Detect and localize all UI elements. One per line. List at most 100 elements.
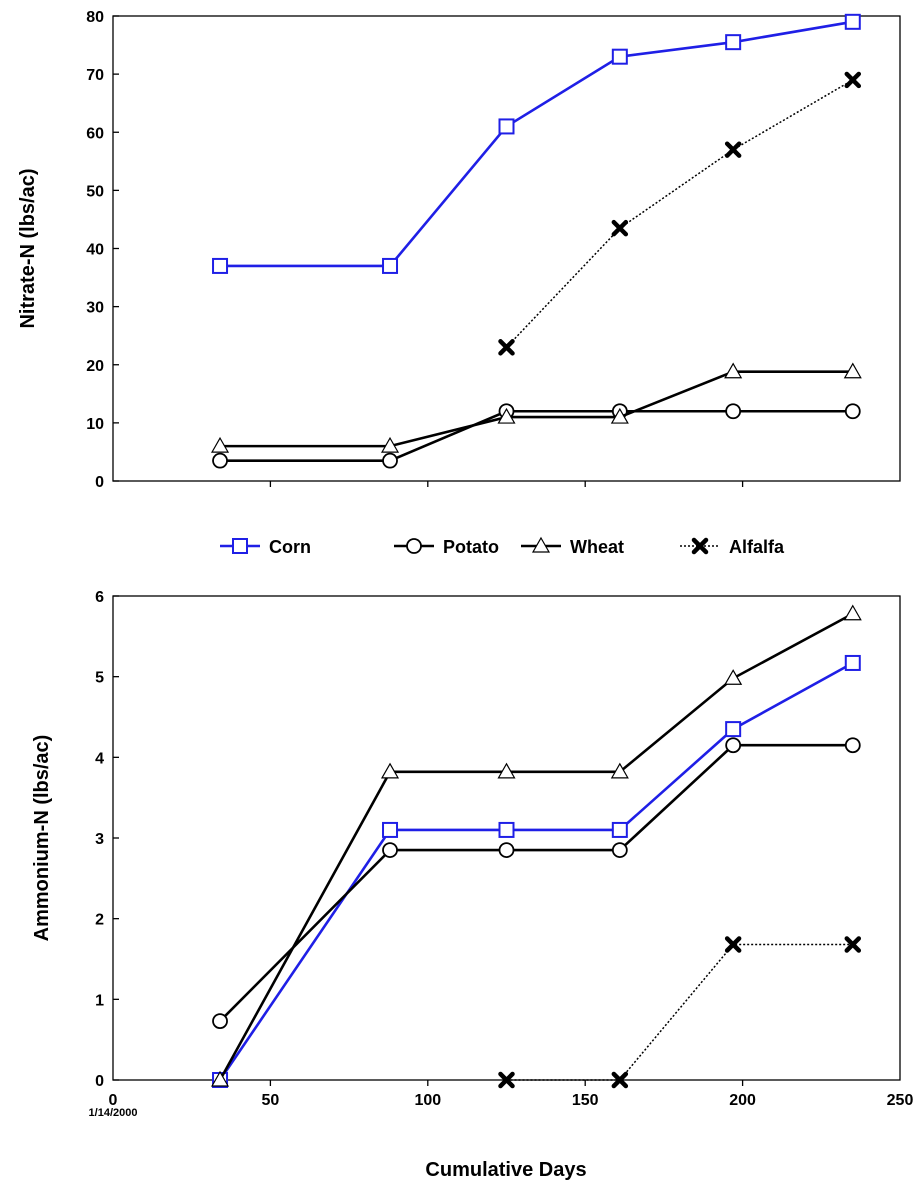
data-point bbox=[725, 737, 742, 754]
data-point bbox=[611, 219, 629, 237]
legend-marker bbox=[406, 538, 422, 554]
x-axis: 0 50 100 150 200 250 bbox=[109, 1080, 914, 1109]
data-point bbox=[844, 936, 862, 953]
legend-label: Corn bbox=[269, 537, 311, 557]
data-point bbox=[725, 403, 742, 420]
series-line bbox=[505, 79, 854, 348]
data-point bbox=[498, 339, 515, 356]
y-axis-title: Nitrate-N (lbs/ac) bbox=[17, 168, 39, 328]
data-point bbox=[212, 257, 229, 274]
y-tick-label: 2 bbox=[95, 912, 104, 929]
y-tick-label: 40 bbox=[86, 242, 104, 259]
data-point bbox=[725, 34, 742, 51]
legend-marker bbox=[531, 536, 551, 553]
series-line bbox=[220, 20, 853, 268]
series-line bbox=[219, 743, 853, 1023]
legend-marker bbox=[232, 538, 248, 554]
y-tick-label: 4 bbox=[95, 750, 104, 767]
series-line bbox=[506, 943, 853, 1081]
series-corn bbox=[212, 13, 861, 274]
data-point bbox=[382, 452, 398, 469]
y-tick-label: 3 bbox=[95, 831, 104, 848]
data-point bbox=[724, 141, 742, 158]
data-point bbox=[611, 842, 628, 858]
data-point bbox=[843, 604, 862, 621]
data-point bbox=[611, 1071, 629, 1089]
data-point bbox=[724, 669, 743, 685]
legend-marker bbox=[691, 537, 709, 555]
legend-label: Wheat bbox=[570, 537, 624, 557]
data-point bbox=[212, 452, 228, 469]
y-tick-label: 0 bbox=[95, 474, 104, 491]
y-tick-label: 20 bbox=[86, 358, 104, 375]
data-point bbox=[843, 362, 862, 379]
legend-item-alfalfa: Alfalfa bbox=[680, 537, 785, 557]
x-tick-label: 100 bbox=[414, 1092, 441, 1109]
x-axis-title: Cumulative Days bbox=[425, 1159, 586, 1181]
legend-label: Alfalfa bbox=[729, 537, 785, 557]
x-tick-label: 200 bbox=[729, 1092, 756, 1109]
data-point bbox=[610, 762, 629, 779]
data-point bbox=[724, 362, 743, 379]
x-tick-label: 50 bbox=[262, 1092, 280, 1109]
series-potato bbox=[212, 403, 861, 469]
x-date-annotation: 1/14/2000 bbox=[89, 1107, 138, 1119]
y-tick-label: 5 bbox=[95, 670, 104, 687]
y-tick-label: 0 bbox=[95, 1073, 104, 1090]
series-wheat bbox=[210, 604, 862, 1087]
y-tick-label: 50 bbox=[86, 183, 104, 200]
series-wheat bbox=[210, 362, 862, 453]
data-point bbox=[844, 737, 861, 754]
y-tick-label: 30 bbox=[86, 300, 104, 317]
ammonium-chart: 0 1 2 3 4 5 6 0 50 100 150 200 250 Ammonium-N (lbs/ac… bbox=[31, 589, 913, 1181]
nitrate-chart: 0 10 20 30 40 50 60 70 80 Nitrate-N (lbs/ac) bbox=[17, 9, 901, 491]
series-potato bbox=[212, 737, 861, 1030]
data-point bbox=[844, 654, 861, 671]
data-point bbox=[380, 436, 400, 453]
data-point bbox=[498, 1071, 515, 1089]
series-line bbox=[220, 409, 853, 462]
data-point bbox=[498, 821, 515, 838]
data-point bbox=[724, 936, 742, 953]
series-alfalfa bbox=[498, 71, 862, 356]
legend-label: Potato bbox=[443, 537, 499, 557]
data-point bbox=[380, 762, 400, 779]
data-point bbox=[610, 407, 629, 424]
series-corn bbox=[212, 654, 861, 1088]
data-point bbox=[382, 821, 399, 838]
data-point bbox=[212, 1013, 228, 1030]
data-point bbox=[611, 48, 628, 65]
data-point bbox=[210, 436, 230, 453]
series-alfalfa bbox=[498, 936, 862, 1089]
data-point bbox=[611, 821, 628, 838]
data-point bbox=[844, 403, 861, 420]
y-tick-label: 70 bbox=[86, 67, 104, 84]
x-axis bbox=[269, 481, 744, 487]
y-axis-title: Ammonium-N (lbs/ac) bbox=[31, 735, 53, 942]
x-tick-label: 250 bbox=[887, 1092, 914, 1109]
y-tick-label: 80 bbox=[86, 9, 104, 26]
legend-item-potato: Potato bbox=[394, 537, 499, 557]
y-axis: 0 10 20 30 40 50 60 70 80 bbox=[86, 9, 119, 491]
data-point bbox=[725, 721, 742, 738]
series-line bbox=[218, 612, 854, 1081]
legend-item-wheat: Wheat bbox=[521, 536, 624, 557]
x-tick-label: 0 bbox=[109, 1092, 118, 1109]
data-point bbox=[498, 842, 515, 858]
y-axis: 0 1 2 3 4 5 6 bbox=[95, 589, 119, 1090]
y-tick-label: 1 bbox=[95, 992, 104, 1009]
data-point bbox=[498, 118, 515, 135]
y-tick-label: 10 bbox=[86, 416, 104, 433]
data-point bbox=[382, 257, 399, 274]
data-point bbox=[210, 1070, 230, 1087]
data-point bbox=[844, 71, 862, 89]
series-line bbox=[218, 661, 854, 1081]
legend-item-corn: Corn bbox=[220, 537, 311, 557]
data-point bbox=[844, 13, 861, 30]
data-point bbox=[497, 407, 516, 424]
y-tick-label: 6 bbox=[95, 589, 104, 606]
legend: Corn Potato Wheat Alfalfa bbox=[220, 536, 785, 557]
data-point bbox=[497, 762, 516, 779]
